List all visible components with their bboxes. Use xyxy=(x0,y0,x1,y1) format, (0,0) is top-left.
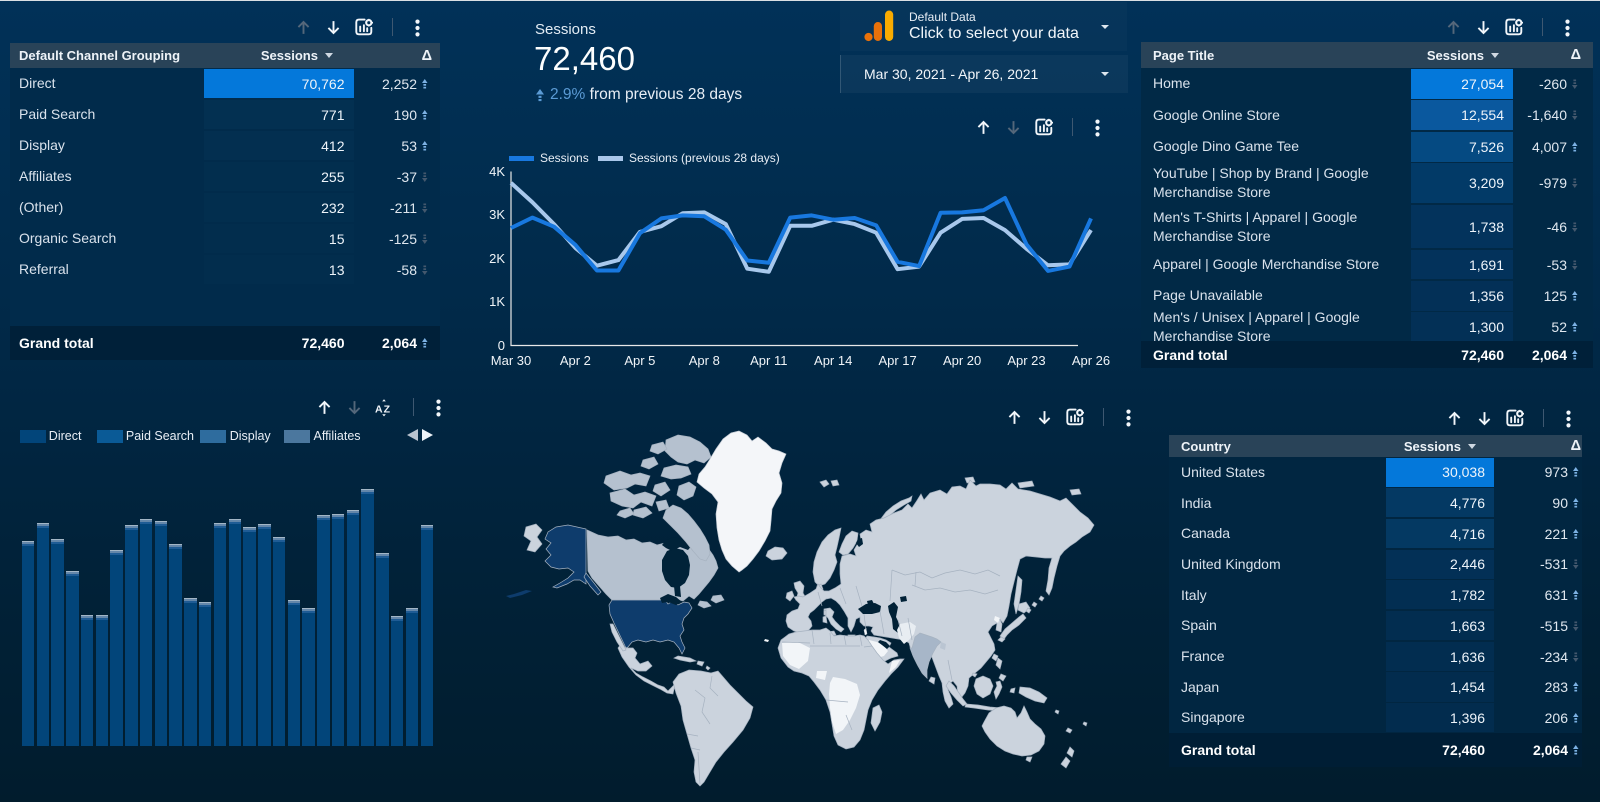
svg-text:A: A xyxy=(375,404,383,416)
svg-text:Z: Z xyxy=(384,404,391,416)
